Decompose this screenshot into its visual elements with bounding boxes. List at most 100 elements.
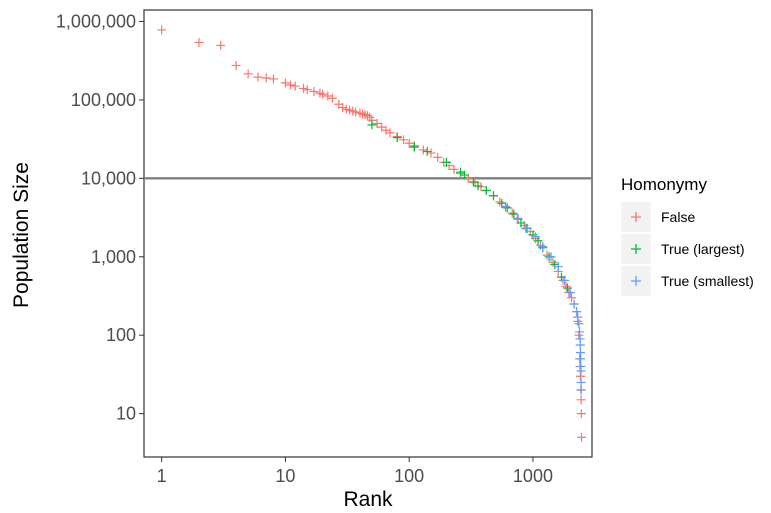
series-points [157, 25, 587, 442]
legend-label: True (largest) [661, 241, 745, 257]
plot-panel [143, 9, 593, 458]
data-point [280, 78, 290, 88]
data-point [516, 218, 526, 228]
data-point [157, 25, 167, 35]
data-point [575, 340, 585, 350]
data-point [449, 164, 459, 174]
y-tick-label: 1,000 [91, 247, 136, 267]
data-point [567, 293, 577, 303]
series-points [367, 120, 572, 293]
legend-title: Homonymy [621, 175, 707, 194]
data-point [194, 37, 204, 47]
data-point [385, 128, 395, 138]
legend-entry: False [621, 202, 695, 232]
data-point [323, 91, 333, 101]
y-tick-label: 10 [116, 404, 136, 424]
data-point [573, 312, 583, 322]
data-point [576, 377, 586, 387]
data-point [441, 157, 451, 167]
data-point [290, 81, 300, 91]
legend-marker [631, 212, 641, 222]
data-point [507, 208, 517, 218]
data-point [360, 110, 370, 120]
data-point [546, 252, 556, 262]
legend-label: True (smallest) [661, 273, 754, 289]
data-point [409, 142, 419, 152]
y-tick-label: 100,000 [71, 90, 136, 110]
data-point [502, 203, 512, 213]
data-point [560, 275, 570, 285]
y-tick-label: 1,000,000 [56, 11, 136, 31]
data-point [309, 86, 319, 96]
y-axis-title: Population Size [10, 162, 33, 308]
data-point [562, 283, 572, 293]
y-tick-label: 100 [106, 325, 136, 345]
data-point [422, 146, 432, 156]
series-points [500, 201, 586, 395]
data-point [433, 152, 443, 162]
data-point [460, 170, 470, 180]
data-point [531, 232, 541, 242]
data-point [500, 201, 510, 211]
data-point [495, 197, 505, 207]
data-point [286, 80, 296, 90]
data-point [468, 177, 478, 187]
data-point [253, 72, 263, 82]
data-point [392, 133, 402, 143]
data-point [512, 213, 522, 223]
data-point [302, 85, 312, 95]
legend-marker [631, 276, 641, 286]
data-point [569, 299, 579, 309]
data-point [548, 257, 558, 267]
data-point [404, 138, 414, 148]
data-points [157, 25, 587, 442]
legend: Homonymy False True (largest) True (smalle… [621, 175, 754, 296]
x-axis-title: Rank [343, 488, 393, 511]
data-point [367, 120, 377, 130]
data-point [426, 148, 436, 158]
legend-entry: True (smallest) [621, 266, 754, 296]
data-point [481, 185, 491, 195]
data-point [553, 262, 563, 272]
legend-marker [631, 244, 641, 254]
legend-label: False [661, 209, 695, 225]
data-point [327, 93, 337, 103]
data-point [231, 60, 241, 70]
data-point [268, 74, 278, 84]
plot-border [143, 9, 593, 458]
data-point [576, 366, 586, 376]
data-point [522, 223, 532, 233]
data-point [261, 73, 271, 83]
data-point [565, 288, 575, 298]
data-point [362, 111, 372, 121]
data-point [576, 385, 586, 395]
x-tick-label: 100 [394, 466, 424, 486]
data-point [418, 145, 428, 155]
data-point [299, 83, 309, 93]
data-point [243, 69, 253, 79]
x-tick-label: 1 [157, 466, 167, 486]
data-point [216, 40, 226, 50]
data-point [574, 319, 584, 329]
data-point [372, 119, 382, 129]
y-tick-label: 10,000 [81, 168, 136, 188]
data-point [576, 354, 586, 364]
legend-entry: True (largest) [621, 234, 745, 264]
data-point [542, 250, 552, 260]
data-point [576, 395, 586, 405]
data-point [488, 191, 498, 201]
x-tick-label: 1000 [513, 466, 553, 486]
data-point [509, 209, 519, 219]
data-point [318, 89, 328, 99]
axes: 1 10 100 1000 10 100 1,000 10,000 100,000 1,000,… [10, 11, 553, 511]
data-point [473, 181, 483, 191]
data-point [577, 432, 587, 442]
data-point [576, 409, 586, 419]
data-point [399, 135, 409, 145]
y-axis-ticks: 10 100 1,000 10,000 100,000 1,000,000 [56, 11, 144, 424]
x-axis-ticks: 1 10 100 1000 [157, 457, 553, 486]
data-point [538, 242, 548, 252]
data-point [351, 107, 361, 117]
data-point [561, 281, 571, 291]
